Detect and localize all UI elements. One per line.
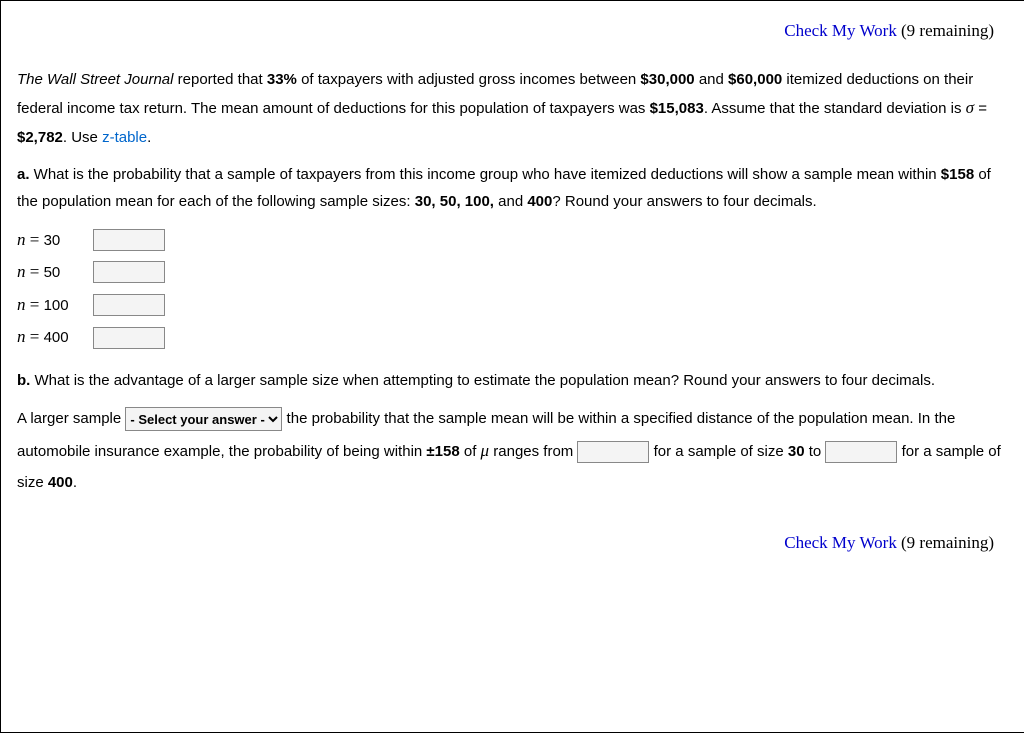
part-a-q3: ? Round your answers to four decimals. — [552, 193, 816, 210]
intro-t1f: . Use — [63, 129, 102, 146]
intro-t1a: reported that — [173, 71, 266, 88]
intro-t1e: . Assume that the standard deviation is — [704, 100, 966, 117]
part-b-q: What is the advantage of a larger sample… — [30, 372, 935, 389]
intro-t1c: and — [695, 71, 728, 88]
check-my-work-link-top[interactable]: Check My Work — [784, 21, 897, 40]
part-b-question: b. What is the advantage of a larger sam… — [17, 367, 1008, 394]
larger-sample-select[interactable]: - Select your answer - — [125, 407, 282, 431]
pm-value: ±158 — [426, 443, 459, 460]
part-a-q1: What is the probability that a sample of… — [30, 166, 941, 183]
pb-of: of — [460, 443, 481, 460]
question-frame: Check My Work (9 remaining) The Wall Str… — [0, 0, 1024, 733]
and-text: and — [494, 193, 527, 210]
top-link-row: Check My Work (9 remaining) — [11, 21, 1014, 41]
pb-t1: A larger sample — [17, 410, 125, 427]
intro-t1g: . — [147, 129, 151, 146]
range-to-input[interactable] — [825, 441, 897, 463]
answer-input-n50[interactable] — [93, 261, 165, 283]
income-low: $30,000 — [640, 71, 694, 88]
income-high: $60,000 — [728, 71, 782, 88]
size-400: 400 — [48, 474, 73, 491]
answer-row-n100: n = 100 — [17, 290, 1008, 321]
n-label-100: n = 100 — [17, 290, 87, 321]
n-label-30: n = 30 — [17, 225, 87, 256]
intro-t1b: of taxpayers with adjusted gross incomes… — [297, 71, 641, 88]
size-30: 30 — [788, 443, 805, 460]
answer-input-n400[interactable] — [93, 327, 165, 349]
n-label-50: n = 50 — [17, 257, 87, 288]
sizes-list: 30, 50, 100, — [415, 193, 494, 210]
sigma-symbol: σ — [966, 98, 974, 117]
intro-paragraph: The Wall Street Journal reported that 33… — [17, 66, 1008, 151]
pb-t3: ranges from — [489, 443, 577, 460]
z-table-link[interactable]: z-table — [102, 129, 147, 146]
remaining-count-top: (9 remaining) — [901, 21, 994, 40]
answer-row-n30: n = 30 — [17, 225, 1008, 256]
bottom-link-row: Check My Work (9 remaining) — [11, 533, 1014, 553]
part-a-question: a. What is the probability that a sample… — [17, 161, 1008, 215]
answer-row-n400: n = 400 — [17, 322, 1008, 353]
part-a-label: a. — [17, 166, 30, 183]
answer-input-n100[interactable] — [93, 294, 165, 316]
check-my-work-link-bottom[interactable]: Check My Work — [784, 533, 897, 552]
answer-input-n30[interactable] — [93, 229, 165, 251]
within-value: $158 — [941, 166, 974, 183]
pb-t4: for a sample of size — [649, 443, 787, 460]
n-label-400: n = 400 — [17, 322, 87, 353]
answer-rows: n = 30 n = 50 n = 100 n = 400 — [17, 225, 1008, 353]
question-content: The Wall Street Journal reported that 33… — [11, 66, 1014, 498]
remaining-count-bottom: (9 remaining) — [901, 533, 994, 552]
answer-row-n50: n = 50 — [17, 257, 1008, 288]
mu-symbol: μ — [481, 441, 490, 460]
part-b-answer-text: A larger sample - Select your answer - t… — [17, 404, 1008, 498]
part-b-label: b. — [17, 372, 30, 389]
sigma-value: $2,782 — [17, 129, 63, 146]
range-from-input[interactable] — [577, 441, 649, 463]
pb-t7: . — [73, 474, 77, 491]
journal-name: The Wall Street Journal — [17, 71, 173, 88]
last-size: 400 — [527, 193, 552, 210]
pct-value: 33% — [267, 71, 297, 88]
mean-value: $15,083 — [650, 100, 704, 117]
pb-t5: to — [805, 443, 826, 460]
